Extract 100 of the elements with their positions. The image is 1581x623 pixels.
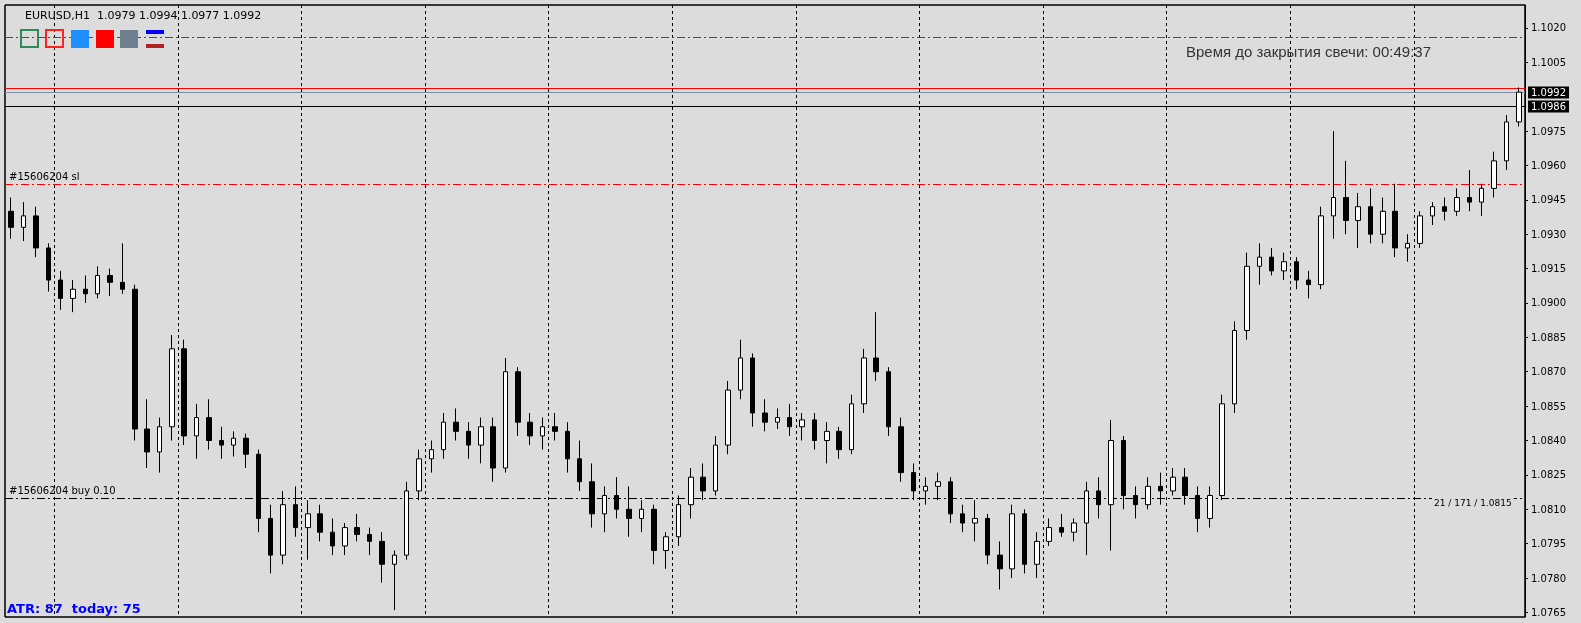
candlestick: [1022, 508, 1027, 574]
candlestick: [1281, 252, 1287, 281]
candlestick: [392, 550, 397, 611]
candlestick: [46, 242, 51, 293]
candlestick: [379, 531, 385, 584]
candlestick: [985, 513, 990, 565]
candlestick: [1405, 233, 1410, 263]
y-tick-label: 1.0915: [1531, 263, 1566, 275]
candlestick: [651, 504, 657, 565]
ref-line-label: #15606204 sl: [9, 171, 80, 182]
candlestick: [354, 513, 360, 542]
candlestick: [268, 504, 273, 574]
y-tick-label: 1.0960: [1531, 159, 1566, 171]
candlestick: [1355, 192, 1361, 249]
candlestick: [836, 426, 842, 460]
y-tick-label: 1.0855: [1531, 400, 1566, 412]
ref-line-label: 1.0992: [1531, 87, 1566, 98]
candlestick: [503, 357, 508, 474]
candlestick: [1417, 210, 1423, 249]
candlestick: [478, 417, 484, 464]
candlestick: [1331, 130, 1336, 240]
y-tick-label: 1.0780: [1531, 572, 1566, 584]
candlestick: [490, 417, 496, 483]
candlestick: [1380, 197, 1386, 244]
candlestick: [1170, 467, 1176, 497]
candlestick: [70, 279, 76, 313]
candlestick: [219, 426, 224, 460]
candlestick: [577, 440, 582, 492]
candlestick: [1504, 114, 1509, 171]
candlestick: [1294, 256, 1299, 290]
y-tick-label: 1.0765: [1531, 606, 1566, 618]
annotation: ATR: 87 today: 75: [7, 601, 141, 616]
y-tick-label: 1.0885: [1531, 331, 1566, 343]
y-tick-label: 1.0930: [1531, 228, 1566, 240]
candlestick: [466, 421, 471, 460]
y-tick-label: 1.1005: [1531, 56, 1566, 68]
candlestick: [725, 380, 731, 455]
candlestick: [453, 407, 459, 442]
candlestick: [1479, 183, 1484, 217]
candlestick: [873, 311, 879, 382]
candlestick: [738, 339, 743, 400]
candlestick: [663, 531, 669, 570]
candlestick: [1244, 252, 1250, 341]
candlestick: [1467, 169, 1472, 212]
candlestick: [1232, 320, 1237, 414]
candlestick: [83, 274, 88, 304]
candlestick: [527, 412, 533, 446]
candlestick: [1306, 270, 1311, 299]
candlestick: [1430, 201, 1435, 226]
y-tick-label: 1.0900: [1531, 297, 1566, 309]
candlestick: [132, 284, 138, 442]
candlestick: [95, 265, 100, 299]
candlestick: [1368, 187, 1373, 244]
y-tick-label: 1.0810: [1531, 503, 1566, 515]
candlestick: [540, 417, 545, 451]
candlestick: [775, 407, 780, 430]
candlestick: [1392, 183, 1398, 258]
candlestick: [107, 268, 113, 297]
candlestick: [1454, 187, 1460, 217]
candlestick: [960, 504, 965, 533]
candlestick: [886, 366, 891, 437]
candlestick: [713, 435, 718, 497]
candlestick: [317, 504, 323, 542]
candlestick: [144, 398, 150, 469]
annotation: 21 / 171 / 1.0815: [1434, 497, 1512, 508]
candlestick: [305, 499, 311, 561]
candlestick: [33, 206, 39, 258]
y-tick-label: 1.0945: [1531, 194, 1566, 206]
candlestick: [429, 440, 434, 474]
candlestick: [21, 201, 26, 242]
candlestick: [194, 403, 199, 460]
y-tick-label: 1.0825: [1531, 469, 1566, 481]
chart-title: EURUSD,H1 1.0979 1.0994 1.0977 1.0992: [25, 9, 262, 22]
candlestick: [1257, 242, 1262, 286]
candlestick: [1442, 197, 1447, 221]
y-tick-label: 1.0840: [1531, 435, 1566, 447]
candlestick: [787, 403, 792, 437]
ref-line-label: #15606204 buy 0.10: [9, 485, 116, 496]
candlestick: [342, 522, 348, 556]
candlestick: [812, 412, 817, 451]
candlestick: [997, 540, 1003, 590]
candlestick: [762, 398, 768, 432]
candlestick: [824, 421, 830, 464]
candlestick: [330, 517, 335, 556]
y-tick-label: 1.0975: [1531, 125, 1566, 137]
candlestick: [1269, 247, 1274, 276]
annotation: Время до закрытия свечи: 00:49:37: [1185, 43, 1431, 60]
ref-line-label: 1.0986: [1531, 101, 1566, 112]
candlestick: [898, 417, 904, 483]
candlestick: [181, 339, 187, 446]
y-tick-label: 1.0870: [1531, 366, 1566, 378]
candlestick: [565, 421, 570, 474]
candlestick: [58, 270, 63, 311]
candlestick: [552, 412, 558, 442]
candlestick: [231, 430, 236, 458]
candlestick: [515, 366, 521, 437]
y-tick-label: 1.1020: [1531, 22, 1566, 34]
candlestick: [8, 197, 14, 240]
candlestick: [799, 412, 805, 442]
candlestick: [1491, 151, 1497, 199]
